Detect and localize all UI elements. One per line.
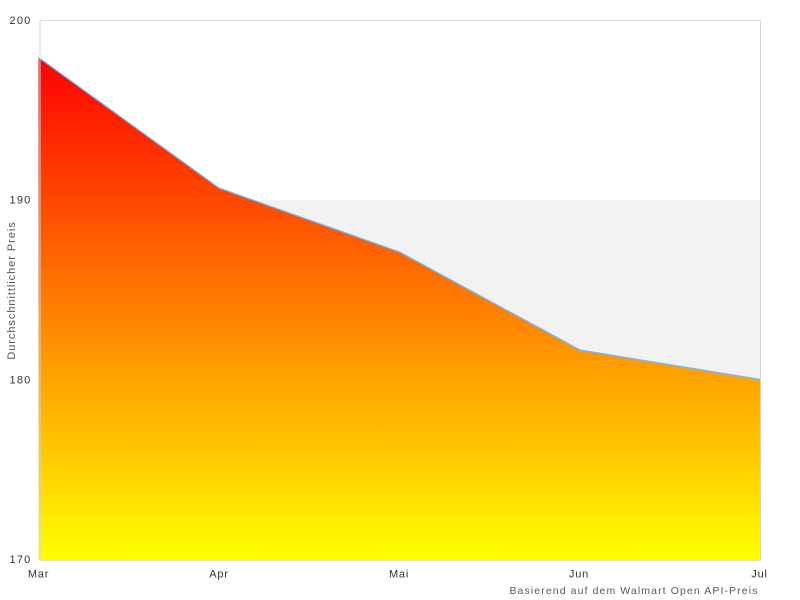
svg-text:Jul: Jul (751, 569, 767, 581)
svg-text:Mar: Mar (28, 569, 49, 581)
svg-text:Basierend auf dem Walmart Open: Basierend auf dem Walmart Open API-Preis (509, 585, 758, 597)
svg-text:Mai: Mai (389, 569, 409, 581)
svg-text:Durchschnittlicher Preis: Durchschnittlicher Preis (6, 221, 18, 359)
svg-text:190: 190 (10, 195, 32, 207)
svg-text:180: 180 (10, 374, 32, 386)
svg-text:Apr: Apr (209, 569, 229, 581)
svg-text:Jun: Jun (569, 569, 589, 581)
svg-text:200: 200 (10, 15, 32, 27)
svg-text:170: 170 (10, 554, 32, 566)
